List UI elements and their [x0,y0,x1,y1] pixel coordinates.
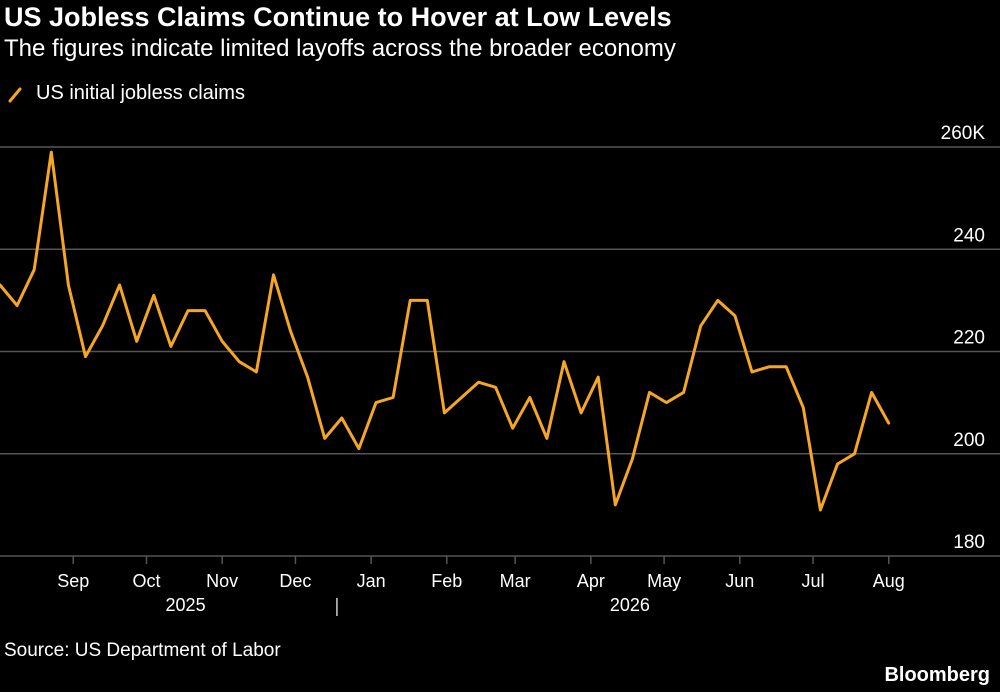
y-tick-label: 220 [953,328,985,349]
x-tick-label: Sep [57,571,89,591]
x-year-label: 2025 [166,595,206,615]
x-tick-label: Jan [357,571,386,591]
y-tick-label: 200 [953,430,985,451]
legend: US initial jobless claims [6,82,245,105]
bloomberg-logo: Bloomberg [884,664,990,686]
source-note: Source: US Department of Labor [4,640,281,661]
x-tick-label: Nov [206,571,238,591]
x-tick-label: Mar [500,571,531,591]
x-tick-label: Feb [431,571,462,591]
legend-line-icon [8,87,22,102]
legend-entry-label: US initial jobless claims [36,82,245,104]
x-tick-label: Jul [802,571,825,591]
series-line [0,150,891,512]
x-tick-label: Aug [873,571,905,591]
y-tick-label: 260K [941,123,986,144]
chart-title: US Jobless Claims Continue to Hover at L… [4,2,672,32]
x-tick-label: Jun [725,571,754,591]
x-tick-label: Oct [132,571,160,591]
x-tick-label: May [647,571,681,591]
y-tick-label: 240 [953,225,985,246]
x-year-label: 2026 [610,595,650,615]
chart-subtitle: The figures indicate limited layoffs acr… [4,35,676,62]
x-tick-label: Apr [577,571,605,591]
y-tick-label: 180 [953,532,985,553]
x-tick-label: Dec [279,571,311,591]
